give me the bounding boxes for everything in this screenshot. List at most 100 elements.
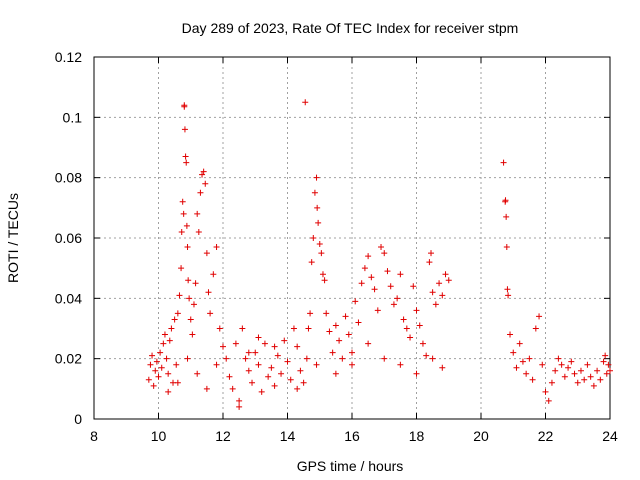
roti-point [345, 331, 352, 338]
roti-point [265, 373, 272, 380]
roti-point [574, 379, 581, 386]
x-tick-label: 12 [215, 428, 231, 444]
roti-point [439, 292, 446, 299]
roti-point [245, 367, 252, 374]
roti-point [195, 228, 202, 235]
roti-point [600, 358, 607, 365]
y-tick-label: 0.06 [55, 230, 82, 246]
roti-point [342, 313, 349, 320]
roti-point [310, 235, 317, 241]
roti-point [504, 286, 511, 293]
roti-point [252, 349, 259, 356]
y-tick-label: 0.1 [63, 109, 83, 125]
roti-point [429, 289, 436, 296]
roti-point [323, 310, 330, 317]
roti-point [326, 328, 333, 335]
roti-point [190, 301, 197, 308]
roti-point [381, 250, 388, 257]
roti-point [571, 370, 578, 377]
roti-point [561, 373, 568, 380]
roti-point [297, 367, 304, 374]
roti-point [245, 349, 252, 356]
roti-point [202, 180, 209, 187]
roti-point [552, 367, 559, 374]
roti-point [155, 373, 162, 380]
roti-point [332, 370, 339, 377]
roti-point [428, 250, 435, 257]
roti-point [180, 210, 187, 217]
roti-point [161, 331, 168, 338]
roti-point [271, 382, 278, 389]
roti-point [239, 325, 246, 332]
chart-title: Day 289 of 2023, Rate Of TEC Index for r… [182, 20, 519, 36]
roti-point [526, 355, 533, 362]
roti-point [281, 337, 288, 344]
y-axis-label: ROTI / TECUs [5, 193, 21, 283]
roti-point [371, 286, 378, 293]
roti-point [332, 322, 339, 329]
roti-point [339, 355, 346, 362]
roti-point [290, 325, 297, 332]
roti-point [365, 253, 372, 260]
roti-point [558, 361, 565, 368]
roti-point [255, 361, 262, 368]
roti-point [153, 358, 160, 365]
roti-point [258, 388, 265, 395]
y-tick-label: 0.04 [55, 290, 82, 306]
roti-point [173, 361, 180, 368]
y-tick-label: 0 [74, 411, 82, 427]
roti-point [207, 310, 214, 317]
roti-point [605, 361, 612, 368]
roti-point [303, 355, 310, 362]
roti-point [165, 388, 172, 395]
x-tick-label: 10 [151, 428, 167, 444]
roti-point [236, 403, 243, 410]
roti-point [192, 280, 199, 287]
roti-point [349, 349, 355, 356]
roti-point [213, 244, 220, 251]
roti-point [223, 355, 230, 362]
roti-point [261, 340, 268, 347]
roti-point [555, 355, 562, 362]
roti-point [157, 349, 164, 356]
y-tick-label: 0.12 [55, 49, 82, 65]
roti-point [336, 337, 343, 344]
roti-point [532, 325, 539, 332]
roti-point [197, 189, 204, 196]
roti-point [179, 198, 186, 205]
roti-point [403, 325, 410, 332]
roti-point [165, 370, 172, 377]
roti-point [539, 361, 546, 368]
roti-point [174, 310, 181, 317]
roti-point [271, 343, 278, 350]
roti-point [410, 283, 417, 290]
roti-point [189, 331, 196, 338]
axis-ticks: 8 10 12 14 16 18 20 22 24 0 0.02 0.04 0.06 0.08 0.1 0.1… [55, 49, 618, 444]
roti-point [178, 265, 185, 272]
roti-point [407, 334, 414, 341]
x-tick-label: 8 [90, 428, 98, 444]
roti-point [216, 325, 223, 332]
roti-point [203, 385, 210, 392]
roti-point [185, 277, 192, 284]
roti-point [548, 379, 555, 386]
roti-point [181, 103, 188, 110]
roti-point [439, 364, 446, 371]
roti-point [349, 361, 355, 368]
roti-point [313, 174, 320, 181]
roti-point [318, 250, 325, 257]
roti-point [166, 337, 173, 344]
roti-point [319, 271, 326, 278]
roti-point [416, 322, 423, 329]
roti-point [542, 388, 549, 395]
roti-point [590, 382, 597, 389]
roti-point [516, 340, 523, 347]
roti-point [400, 316, 407, 323]
roti-point [205, 289, 212, 296]
roti-point [568, 358, 575, 365]
roti-point [294, 385, 301, 392]
roti-point [365, 340, 372, 347]
roti-point [519, 358, 526, 365]
x-tick-label: 14 [280, 428, 296, 444]
